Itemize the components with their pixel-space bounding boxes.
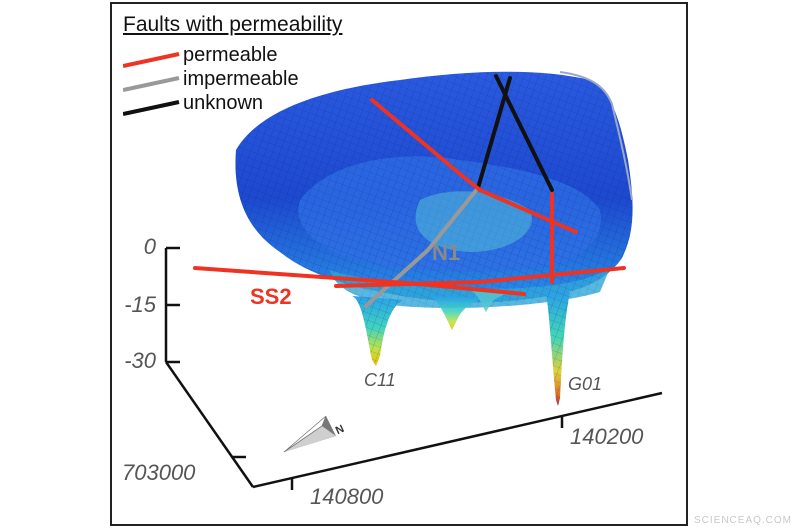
- legend-label-permeable: permeable: [183, 44, 278, 66]
- fault-unknown-2: [494, 74, 554, 192]
- easting-axis: [252, 391, 663, 489]
- northing-axis: [164, 361, 255, 488]
- cone-mid: [430, 296, 486, 330]
- depth-tick-30: -30: [124, 348, 156, 373]
- well-label-c11: C11: [364, 370, 396, 390]
- fault-permeable-upper: [370, 98, 578, 234]
- fault-label-n1: N1: [432, 240, 461, 265]
- well-label-g01: G01: [568, 374, 603, 394]
- depth-tick-0: 0: [143, 234, 156, 259]
- depth-tick-15: -15: [124, 292, 156, 317]
- legend-label-impermeable: impermeable: [183, 68, 299, 90]
- northing-tick-703000: 703000: [122, 460, 196, 485]
- legend-item-permeable: permeable: [123, 44, 363, 68]
- fault-permeable-ss2-east: [334, 266, 626, 288]
- legend-item-unknown: unknown: [123, 92, 363, 116]
- legend-item-impermeable: impermeable: [123, 68, 363, 92]
- compass-arrow-icon: [283, 415, 336, 453]
- legend-swatch-unknown: [123, 100, 180, 116]
- faults: [193, 74, 626, 308]
- legend-title: Faults with permeability: [123, 13, 343, 36]
- fault-label-ss2: SS2: [250, 284, 292, 309]
- easting-tick-140800: 140800: [310, 484, 384, 509]
- legend-swatch-permeable: [123, 52, 180, 68]
- watermark: SCIENCEAQ.COM: [693, 515, 792, 526]
- fault-impermeable-n1: [364, 186, 480, 308]
- legend-swatch-impermeable: [123, 76, 180, 92]
- surface-center-highlight: [415, 191, 532, 252]
- legend-label-unknown: unknown: [183, 92, 264, 114]
- surface-rim-outline: [559, 71, 633, 201]
- groundwater-surface: [235, 71, 633, 406]
- axes: [164, 246, 663, 490]
- easting-tick-140200: 140200: [570, 424, 644, 449]
